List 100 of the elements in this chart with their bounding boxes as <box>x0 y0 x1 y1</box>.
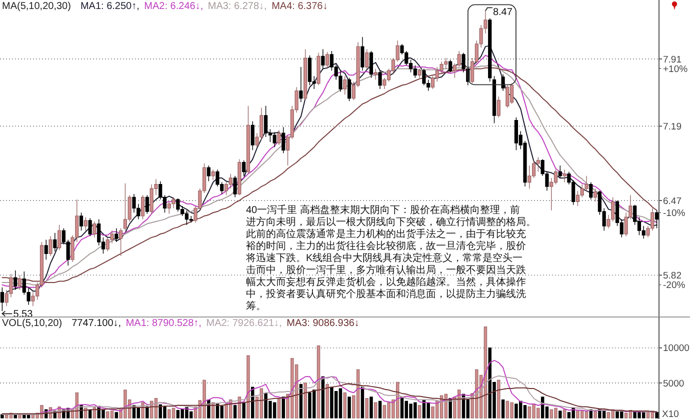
candlestick <box>369 50 374 78</box>
candlestick <box>488 18 492 82</box>
candlestick <box>308 55 312 86</box>
candlestick <box>88 218 92 237</box>
bar <box>528 406 532 418</box>
candlestick <box>242 160 246 176</box>
candlestick <box>589 182 593 200</box>
bar <box>272 402 276 418</box>
bar <box>220 406 224 418</box>
candlestick <box>378 70 382 90</box>
candlestick <box>250 120 254 150</box>
candlestick <box>44 239 48 260</box>
candlestick <box>277 130 281 146</box>
bar <box>84 408 88 418</box>
y-tick-label: 7.91 <box>663 54 682 66</box>
candlestick <box>593 188 598 202</box>
bar <box>26 414 30 418</box>
line-series <box>2 383 658 414</box>
candlestick <box>374 68 378 80</box>
legend-title: MA(5,10,20,30) <box>2 1 71 12</box>
candlestick <box>304 48 308 101</box>
bar <box>189 411 193 418</box>
bar <box>506 400 510 418</box>
candlestick <box>92 221 96 238</box>
candlestick <box>492 76 496 124</box>
bar <box>242 402 246 418</box>
bar <box>602 410 606 418</box>
bar <box>594 410 597 418</box>
bar <box>426 402 430 418</box>
bar <box>176 410 180 418</box>
candlestick <box>272 132 276 148</box>
candlestick <box>347 78 352 102</box>
candlestick <box>18 274 22 290</box>
bar <box>233 405 237 418</box>
bar <box>624 412 628 418</box>
bar <box>136 407 140 418</box>
annotation: 8.47 <box>492 7 513 18</box>
candlestick <box>206 165 210 182</box>
bar <box>584 411 588 418</box>
bar <box>365 398 368 418</box>
candlestick <box>123 182 128 231</box>
candlestick <box>343 76 347 95</box>
y-tick-label: 7.19 <box>663 122 682 133</box>
candlestick <box>119 228 123 256</box>
candlestick <box>58 224 62 251</box>
y2-tick-label: +10% <box>663 64 688 75</box>
candlestick <box>233 176 237 198</box>
y-tick-label: 5000 <box>663 378 684 390</box>
candlestick <box>360 36 364 71</box>
candlestick <box>0 287 4 312</box>
bar <box>246 355 250 418</box>
bar <box>202 380 206 418</box>
text: MA2: 7926.621↓, <box>206 318 282 329</box>
y-tick-label: 10000 <box>663 343 690 354</box>
text: MA1: 8790.528↑, <box>126 318 202 329</box>
text: MA1: 6.250↑, <box>80 1 140 12</box>
bar <box>168 409 171 418</box>
bar <box>497 380 500 418</box>
y-axis-title: X10 <box>662 409 679 419</box>
bar <box>348 396 351 418</box>
candlestick <box>496 96 500 118</box>
bar <box>330 386 334 418</box>
y-tick-label: 5.82 <box>663 270 682 282</box>
candlestick <box>562 169 566 183</box>
bar <box>172 408 176 418</box>
candlestick <box>53 232 57 252</box>
candlestick <box>299 66 303 102</box>
bar <box>334 391 338 418</box>
candlestick <box>514 117 518 150</box>
bar <box>88 410 92 418</box>
candlestick <box>79 212 84 231</box>
bar <box>606 412 610 418</box>
candlestick <box>558 165 562 178</box>
candlestick <box>84 216 88 231</box>
bar <box>338 388 342 418</box>
candlestick <box>48 236 52 256</box>
bar <box>562 409 566 418</box>
candlestick <box>14 270 18 290</box>
bar <box>370 396 373 418</box>
bar <box>374 402 378 418</box>
y-tick-label: 6.47 <box>663 196 682 207</box>
bar <box>523 405 527 418</box>
legend-title: VOL(5,10,20) <box>2 318 62 329</box>
candlestick <box>282 126 286 154</box>
text: MA3: 6.278↓, <box>208 1 267 12</box>
bar <box>418 405 422 418</box>
bar <box>277 398 281 418</box>
bar <box>114 412 118 418</box>
bar <box>282 396 285 418</box>
candlestick <box>316 52 320 86</box>
bar <box>655 412 658 418</box>
candlestick <box>418 68 422 78</box>
candlestick <box>176 198 180 212</box>
candlestick <box>114 228 118 242</box>
candlestick <box>238 158 242 196</box>
text: 7747.100↓, <box>72 318 122 329</box>
candlestick <box>326 51 330 70</box>
candlestick <box>365 48 369 70</box>
text: 40一泻千里 高档盘整末期大阴向下：股价在高档横向整理，前进方向未明，最后以一根大阴线向下突破，确立行情调整的格局。此前的高位震荡通常是主力机构的出货手法之一，由于有比较充裕的时间，主力的出货往往会比较彻底，故一旦清仓完毕，股价将迅速下跌。K线组合中大阴线具有决定性意义，常常是空头一击而中，股价一泻千里，多方唯有认输出局，一般不要因当天跌幅太大而妄想有反弹走货机会，以免越陷越深。当然，具体操作中，投资者要认真研究个股基本面和消息面，以提防主力骗线洗筹。 <box>246 204 536 312</box>
candlestick <box>448 59 452 73</box>
